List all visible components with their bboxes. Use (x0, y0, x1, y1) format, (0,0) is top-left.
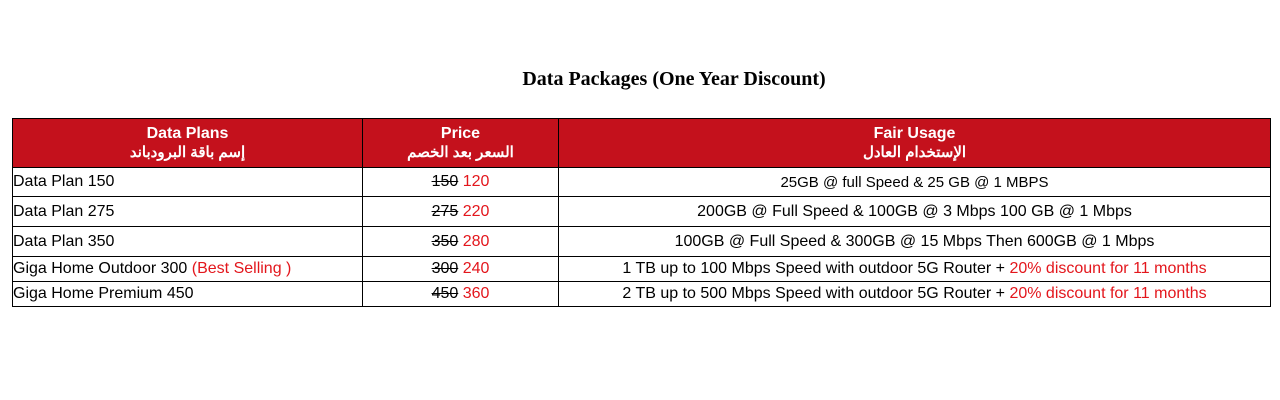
fair-usage-text: 2 TB up to 500 Mbps Speed with outdoor 5… (622, 285, 1005, 302)
old-price: 450 (431, 285, 459, 302)
discount-note: 20% discount for 11 months (1009, 260, 1207, 277)
table-row: Giga Home Outdoor 300 (Best Selling ) 30… (12, 256, 1271, 282)
old-price: 300 (431, 260, 459, 277)
fair-usage-cell: 1 TB up to 100 Mbps Speed with outdoor 5… (558, 256, 1271, 282)
plan-name: Data Plan 150 (13, 173, 115, 190)
best-selling-tag: (Best Selling ) (191, 260, 292, 277)
header-price-ar: السعر بعد الخصم (407, 144, 514, 161)
plan-name-cell: Giga Home Premium 450 (12, 281, 363, 307)
data-packages-table: Data Plans إسم باقة البرودباند Price الس… (12, 118, 1271, 307)
price-cell: 450 360 (362, 281, 559, 307)
plan-name-cell: Data Plan 350 (12, 226, 363, 257)
header-fair-usage-ar: الإستخدام العادل (862, 144, 967, 161)
plan-name-cell: Data Plan 275 (12, 196, 363, 227)
new-price: 240 (462, 260, 490, 277)
plan-name: Data Plan 350 (13, 232, 115, 250)
header-data-plans: Data Plans إسم باقة البرودباند (12, 118, 363, 168)
new-price: 120 (462, 173, 490, 190)
page-title: Data Packages (One Year Discount) (522, 68, 826, 90)
plan-name: Giga Home Outdoor 300 (13, 260, 188, 277)
fair-usage-cell: 200GB @ Full Speed & 100GB @ 3 Mbps 100 … (558, 196, 1271, 227)
header-fair-usage-en: Fair Usage (873, 125, 956, 142)
new-price: 360 (462, 285, 490, 302)
table-row: Data Plan 150 150 120 25GB @ full Speed … (12, 167, 1271, 197)
header-fair-usage: Fair Usage الإستخدام العادل (558, 118, 1271, 168)
fair-usage-cell: 25GB @ full Speed & 25 GB @ 1 MBPS (558, 167, 1271, 197)
plan-name: Data Plan 275 (13, 202, 115, 220)
old-price: 350 (431, 232, 459, 250)
table-row: Giga Home Premium 450 450 360 2 TB up to… (12, 281, 1271, 307)
new-price: 220 (462, 202, 490, 220)
price-cell: 300 240 (362, 256, 559, 282)
old-price: 150 (431, 173, 459, 190)
header-price: Price السعر بعد الخصم (362, 118, 559, 168)
new-price: 280 (462, 232, 490, 250)
table-row: Data Plan 275 275 220 200GB @ Full Speed… (12, 196, 1271, 227)
old-price: 275 (431, 202, 459, 220)
price-cell: 275 220 (362, 196, 559, 227)
fair-usage-text: 25GB @ full Speed & 25 GB @ 1 MBPS (780, 173, 1049, 191)
price-cell: 350 280 (362, 226, 559, 257)
header-data-plans-ar: إسم باقة البرودباند (129, 144, 246, 161)
fair-usage-text: 100GB @ Full Speed & 300GB @ 15 Mbps The… (674, 232, 1155, 250)
fair-usage-cell: 2 TB up to 500 Mbps Speed with outdoor 5… (558, 281, 1271, 307)
plan-name-cell: Data Plan 150 (12, 167, 363, 197)
table-row: Data Plan 350 350 280 100GB @ Full Speed… (12, 226, 1271, 257)
header-data-plans-en: Data Plans (146, 125, 229, 142)
plan-name: Giga Home Premium 450 (13, 285, 194, 302)
header-price-en: Price (440, 125, 481, 142)
table-header-row: Data Plans إسم باقة البرودباند Price الس… (12, 118, 1271, 168)
fair-usage-text: 1 TB up to 100 Mbps Speed with outdoor 5… (622, 260, 1005, 277)
price-cell: 150 120 (362, 167, 559, 197)
discount-note: 20% discount for 11 months (1009, 285, 1207, 302)
fair-usage-cell: 100GB @ Full Speed & 300GB @ 15 Mbps The… (558, 226, 1271, 257)
fair-usage-text: 200GB @ Full Speed & 100GB @ 3 Mbps 100 … (697, 202, 1132, 220)
plan-name-cell: Giga Home Outdoor 300 (Best Selling ) (12, 256, 363, 282)
